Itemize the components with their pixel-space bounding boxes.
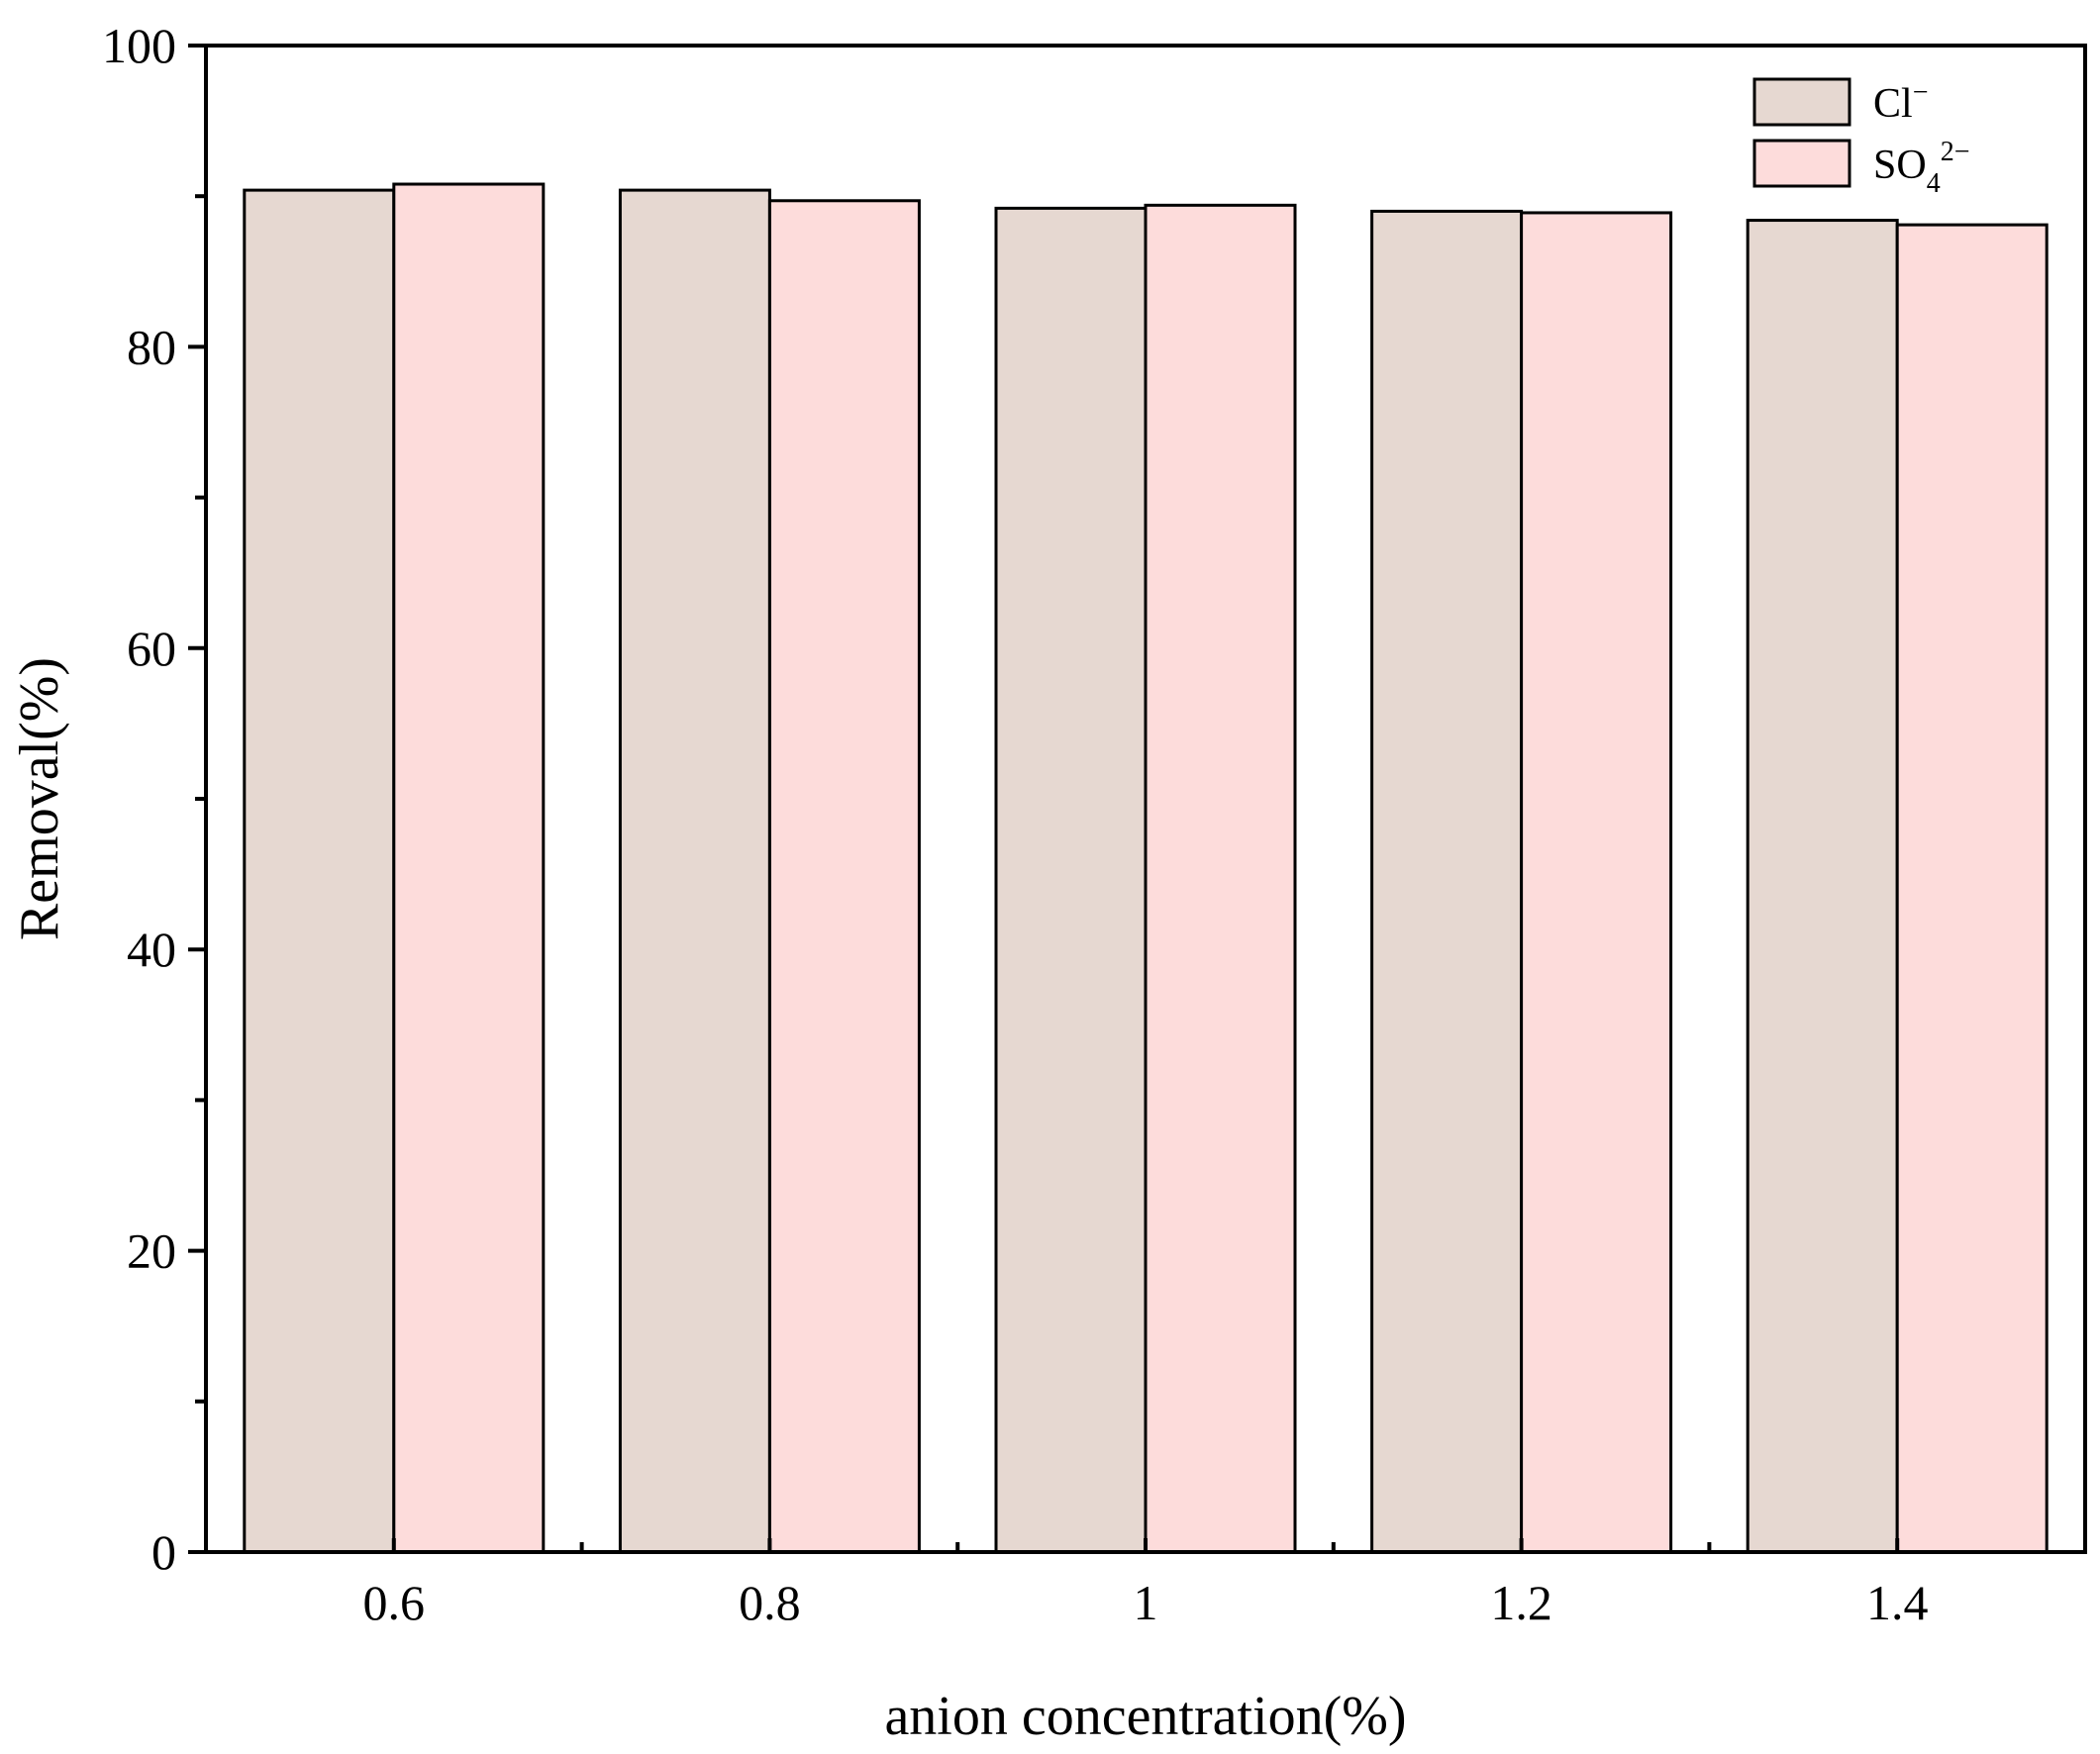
x-tick-label: 1.2: [1490, 1575, 1552, 1630]
bar-cl-1.4: [1746, 219, 1899, 1554]
bars-group: [243, 182, 2049, 1554]
y-axis-ticks: 0 20 40 60 80 100: [102, 18, 206, 1580]
y-tick-label: 100: [102, 18, 176, 73]
y-tick-label: 40: [127, 922, 176, 977]
legend-label-cl: Cl−: [1873, 77, 1928, 127]
y-tick-label: 20: [127, 1223, 176, 1279]
bar-so4-1: [1144, 203, 1297, 1554]
x-tick-label: 1: [1134, 1575, 1158, 1630]
x-tick-label: 1.4: [1866, 1575, 1929, 1630]
bar-so4-0.6: [392, 182, 546, 1554]
x-axis-title: anion concentration(%): [884, 1686, 1406, 1747]
legend-swatch-so4: [1752, 139, 1851, 188]
legend-swatch-cl: [1752, 77, 1851, 127]
y-tick-label: 0: [151, 1524, 176, 1580]
y-tick-label: 60: [127, 621, 176, 676]
bar-cl-1.2: [1370, 209, 1524, 1554]
legend-label-so4: SO42−: [1873, 137, 1970, 199]
bar-so4-1.2: [1520, 211, 1673, 1554]
x-axis-ticks: 0.6 0.8 1 1.2 1.4: [363, 1538, 1929, 1630]
legend: Cl− SO42−: [1752, 77, 1970, 199]
x-tick-label: 0.8: [739, 1575, 801, 1630]
bar-cl-1: [994, 206, 1148, 1554]
bar-cl-0.6: [243, 188, 396, 1554]
bar-cl-0.8: [618, 188, 771, 1554]
x-tick-label: 0.6: [363, 1575, 426, 1630]
bar-so4-1.4: [1895, 223, 2049, 1554]
y-tick-label: 80: [127, 319, 176, 374]
bar-so4-0.8: [767, 199, 921, 1554]
y-axis-title: Removal(%): [9, 657, 70, 940]
